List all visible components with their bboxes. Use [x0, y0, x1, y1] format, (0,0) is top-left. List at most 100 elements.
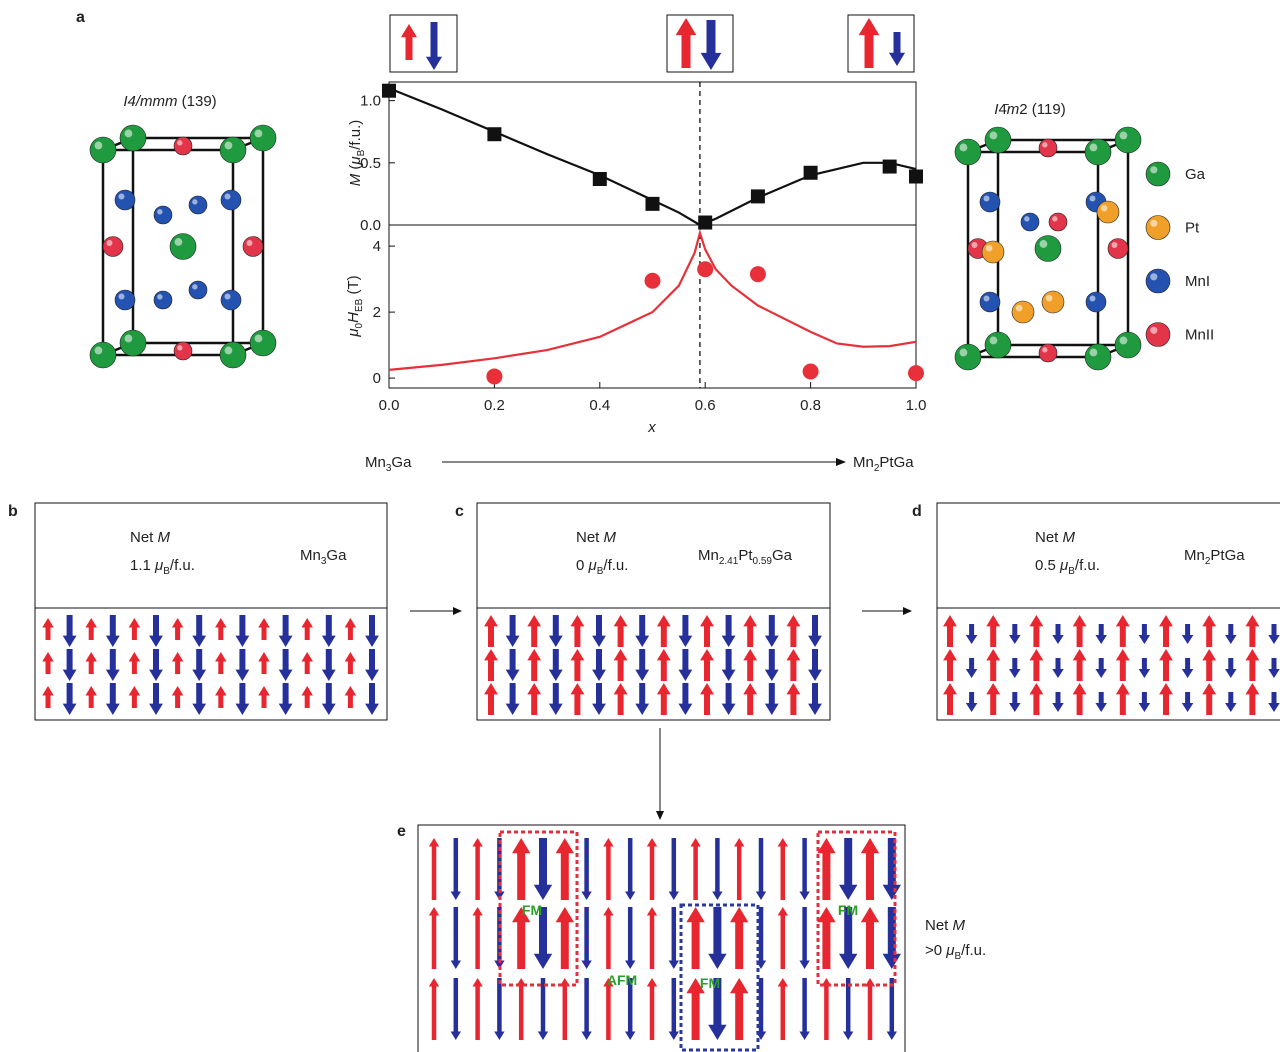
spin-arrow: [657, 683, 671, 715]
net-m-label: Net M: [576, 529, 617, 546]
text-part: μ: [588, 557, 597, 574]
spin-arrow: [1095, 658, 1107, 678]
spin-arrow: [625, 907, 635, 969]
spin-arrow: [1246, 649, 1260, 681]
panel-box: [477, 503, 830, 720]
atom: [1085, 344, 1111, 370]
spin-arrow: [322, 649, 336, 681]
atom-highlight: [1046, 295, 1053, 302]
atom-highlight: [984, 296, 990, 302]
spin-arrow: [883, 838, 901, 900]
spin-arrow: [861, 907, 879, 969]
spin-arrow: [679, 649, 693, 681]
spin-arrow: [1052, 658, 1064, 678]
spin-arrow: [1095, 692, 1107, 712]
atom-highlight: [1112, 242, 1118, 248]
spin-arrow: [215, 686, 227, 708]
atom: [120, 125, 146, 151]
atom-highlight: [1016, 305, 1023, 312]
spin-arrow: [756, 838, 766, 900]
spin-arrow: [730, 907, 748, 969]
spin-arrow: [571, 615, 585, 647]
compound: Mn2PtGa: [1184, 547, 1245, 567]
panel-label: d: [912, 503, 922, 520]
spin-arrow: [192, 683, 206, 715]
data-point: [751, 189, 765, 203]
spin-arrow: [1182, 624, 1194, 644]
spin-arrow: [549, 649, 563, 681]
spin-arrow: [701, 20, 722, 70]
atom-highlight: [255, 130, 263, 138]
atom-highlight: [225, 142, 233, 150]
composition-end: Mn2PtGa: [853, 454, 914, 474]
atom: [1039, 344, 1057, 362]
legend-label: MnI: [1185, 273, 1210, 290]
y-tick-label: 0: [373, 370, 381, 387]
spin-arrow: [85, 686, 97, 708]
spin-arrow: [1095, 624, 1107, 644]
spin-arrow: [799, 907, 809, 969]
spin-arrow: [63, 683, 77, 715]
spin-arrow: [106, 615, 120, 647]
panel-box: [937, 503, 1280, 720]
x-tick-label: 0.6: [695, 397, 716, 414]
spin-arrow: [722, 649, 736, 681]
spin-arrow: [647, 907, 657, 969]
text-part: Mn: [300, 547, 321, 564]
atom: [955, 344, 981, 370]
text-part: M: [604, 529, 617, 546]
spin-arrow: [1246, 615, 1260, 647]
spin-arrow: [106, 649, 120, 681]
atom: [1115, 127, 1141, 153]
atom-highlight: [125, 335, 133, 343]
spin-arrow: [1116, 683, 1130, 715]
text-part: >0: [925, 942, 946, 959]
spin-arrow: [756, 907, 766, 969]
spin-arrow: [686, 907, 704, 969]
spin-arrow: [799, 838, 809, 900]
spin-arrow: [581, 838, 591, 900]
y-tick-label: 0.5: [360, 155, 381, 172]
atom-highlight: [984, 196, 990, 202]
spin-arrow: [484, 683, 498, 715]
spin-arrow: [1225, 692, 1237, 712]
data-point: [803, 364, 819, 380]
legend-label: MnII: [1185, 327, 1214, 344]
spin-arrow: [669, 978, 679, 1040]
spin-arrow: [236, 649, 250, 681]
atom-highlight: [107, 240, 113, 246]
axes-frame: [389, 82, 916, 388]
text-part: Mn: [1184, 547, 1205, 564]
atom: [1021, 213, 1039, 231]
spin-arrow: [603, 907, 613, 969]
spin-arrow: [426, 22, 442, 70]
atom-highlight: [157, 294, 162, 299]
spin-arrow: [549, 615, 563, 647]
atom: [220, 137, 246, 163]
spin-arrow: [1202, 649, 1216, 681]
spin-arrow: [149, 615, 163, 647]
atom-highlight: [95, 347, 103, 355]
spin-arrow: [1268, 624, 1280, 644]
atom-highlight: [1040, 240, 1048, 248]
spin-arrow: [700, 649, 714, 681]
spin-arrow: [258, 652, 270, 674]
spin-arrow: [506, 615, 520, 647]
spin-arrow: [1030, 615, 1044, 647]
atom: [250, 125, 276, 151]
panel-label: b: [8, 503, 18, 520]
spin-arrow: [484, 649, 498, 681]
y-axis-label: M (μB/f.u.): [347, 120, 367, 187]
spin-arrow: [149, 649, 163, 681]
spin-arrow: [365, 615, 379, 647]
legend-label: Ga: [1185, 166, 1206, 183]
atom-highlight: [157, 209, 162, 214]
spin-arrow: [743, 649, 757, 681]
spin-arrow: [859, 18, 880, 68]
atom-highlight: [986, 245, 993, 252]
atom-highlight: [225, 294, 231, 300]
atom: [189, 196, 207, 214]
atom-highlight: [960, 144, 968, 152]
spin-arrow: [679, 615, 693, 647]
atom-highlight: [1150, 327, 1157, 334]
